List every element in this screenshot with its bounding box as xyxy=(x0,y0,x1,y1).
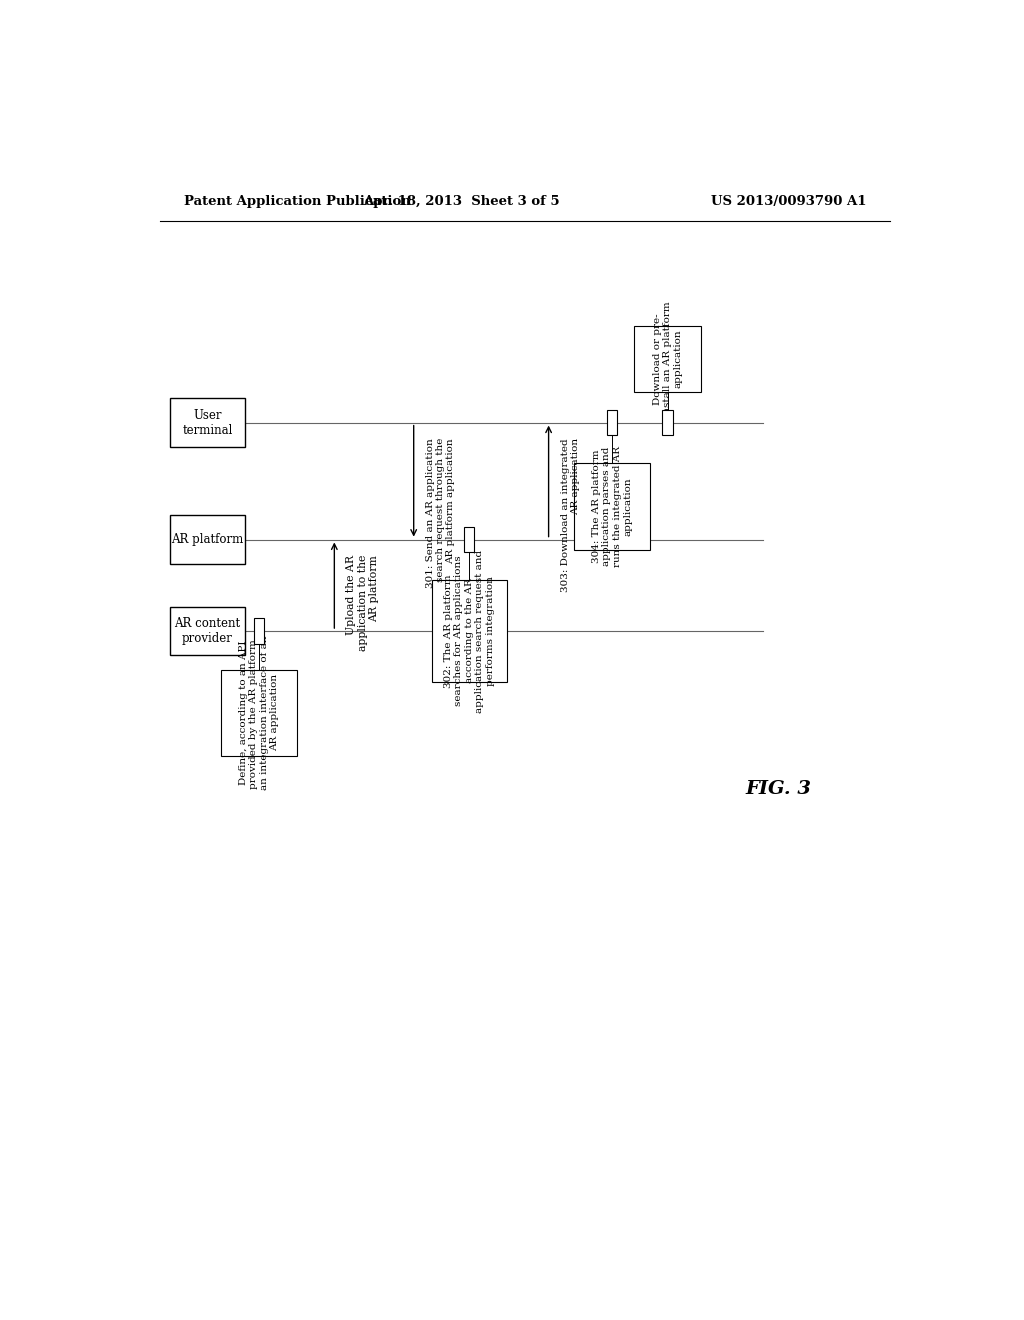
Text: FIG. 3: FIG. 3 xyxy=(745,780,812,797)
Text: User
terminal: User terminal xyxy=(182,409,232,437)
Text: AR platform: AR platform xyxy=(171,533,244,546)
Text: Define, according to an API
provided by the AR platform,
an integration interfac: Define, according to an API provided by … xyxy=(239,636,280,791)
Text: Apr. 18, 2013  Sheet 3 of 5: Apr. 18, 2013 Sheet 3 of 5 xyxy=(362,194,560,207)
FancyBboxPatch shape xyxy=(607,411,617,436)
Text: US 2013/0093790 A1: US 2013/0093790 A1 xyxy=(711,194,866,207)
FancyBboxPatch shape xyxy=(254,618,264,644)
Text: AR content
provider: AR content provider xyxy=(174,616,241,645)
Text: Patent Application Publication: Patent Application Publication xyxy=(183,194,411,207)
Text: Upload the AR
application to the
AR platform: Upload the AR application to the AR plat… xyxy=(346,554,380,651)
FancyBboxPatch shape xyxy=(574,463,650,549)
Text: 302: The AR platform
searches for AR applications
according to the AR
applicatio: 302: The AR platform searches for AR app… xyxy=(444,549,495,713)
FancyBboxPatch shape xyxy=(170,607,245,656)
FancyBboxPatch shape xyxy=(170,399,245,447)
Text: 301: Send an AR application
search request through the
AR platform application: 301: Send an AR application search reque… xyxy=(426,438,456,587)
FancyBboxPatch shape xyxy=(634,326,701,392)
FancyBboxPatch shape xyxy=(221,669,297,756)
Text: 303: Download an integrated
AR application: 303: Download an integrated AR applicati… xyxy=(560,438,580,591)
FancyBboxPatch shape xyxy=(431,581,507,682)
Text: Download or pre-
install an AR platform
application: Download or pre- install an AR platform … xyxy=(652,301,683,417)
FancyBboxPatch shape xyxy=(663,411,673,436)
FancyBboxPatch shape xyxy=(170,515,245,564)
FancyBboxPatch shape xyxy=(464,527,474,552)
Text: 304: The AR platform
application parses and
runs the integrated AR
application: 304: The AR platform application parses … xyxy=(592,446,632,568)
